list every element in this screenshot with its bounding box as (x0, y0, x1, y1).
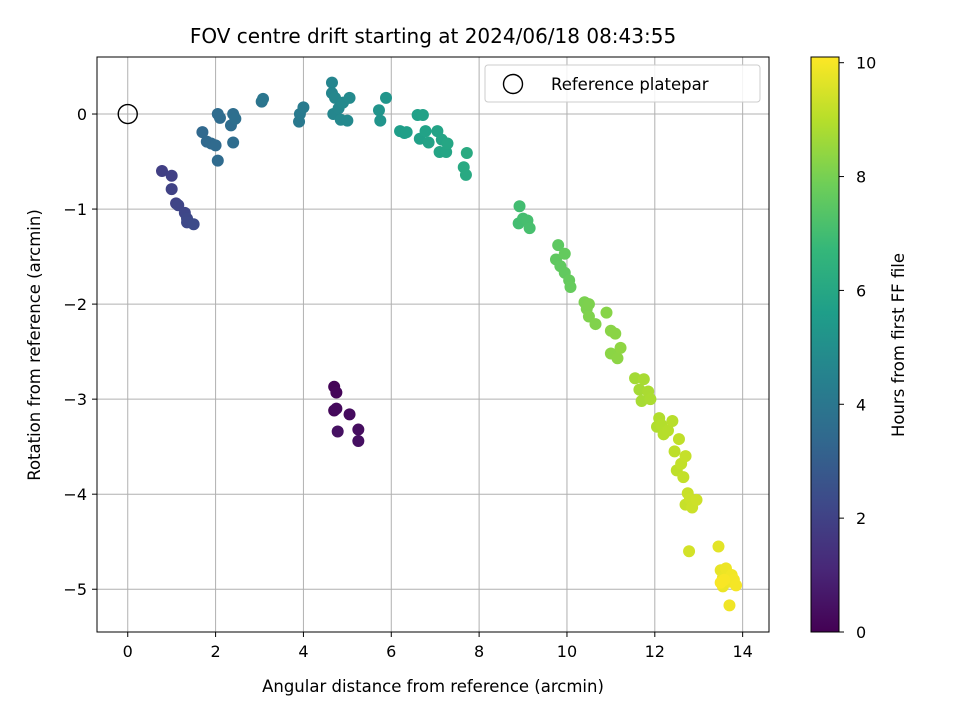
data-point (330, 402, 343, 415)
data-point (609, 327, 622, 340)
data-point (564, 281, 577, 293)
y-tick-label: −3 (63, 390, 87, 409)
data-point (679, 450, 692, 463)
data-point (297, 101, 310, 114)
data-point (460, 146, 473, 159)
data-point (325, 76, 338, 89)
y-tick-label: −1 (63, 200, 87, 219)
colorbar-ticks: 0 2 4 6 8 10 (839, 54, 876, 642)
y-tick-label: −4 (63, 485, 87, 504)
colorbar: 0 2 4 6 8 10 Hours from first FF file (810, 54, 908, 642)
colorbar-tick-label: 10 (856, 54, 876, 73)
colorbar-tick-label: 4 (856, 395, 866, 414)
data-point (209, 139, 222, 152)
colorbar-bar (810, 56, 840, 633)
plot-frame (96, 56, 770, 633)
colorbar-title: Hours from first FF file (889, 253, 908, 437)
data-point (330, 386, 343, 399)
x-tick-label: 6 (386, 642, 396, 661)
data-point (600, 306, 613, 319)
chart-title: FOV centre drift starting at 2024/06/18 … (190, 24, 676, 48)
y-tick-label: −5 (63, 580, 87, 599)
data-point (400, 126, 413, 139)
data-point (644, 393, 657, 406)
data-point (441, 137, 454, 150)
colorbar-tick-label: 8 (856, 168, 866, 187)
reference-marker (117, 103, 138, 125)
data-point (227, 136, 240, 149)
data-point (422, 136, 435, 149)
data-point (343, 91, 356, 104)
x-axis-title: Angular distance from reference (arcmin) (262, 677, 604, 696)
data-point (165, 169, 178, 182)
data-point (459, 168, 472, 181)
data-point (419, 125, 432, 138)
y-tick-label: −2 (63, 295, 87, 314)
data-point (683, 545, 696, 558)
legend-label-reference: Reference platepar (551, 75, 709, 94)
data-point (165, 183, 178, 196)
data-point (257, 92, 270, 105)
data-point (712, 540, 725, 553)
data-point (343, 408, 356, 421)
data-point (629, 372, 642, 385)
data-point (213, 111, 226, 124)
legend-box (484, 64, 761, 103)
data-point (730, 579, 743, 592)
y-axis-title: Rotation from reference (arcmin) (25, 209, 44, 481)
data-point (714, 576, 727, 589)
data-point (558, 247, 571, 260)
x-tick-label: 2 (210, 642, 220, 661)
grid-lines (97, 57, 769, 632)
data-point (372, 104, 385, 117)
data-point (614, 341, 627, 354)
data-point (668, 445, 681, 458)
axes-frame (96, 56, 770, 633)
colorbar-tick-label: 2 (856, 509, 866, 528)
x-tick-label: 0 (123, 642, 133, 661)
data-points (156, 76, 743, 612)
data-point (690, 493, 703, 506)
x-tick-label: 14 (732, 642, 752, 661)
data-point (331, 425, 344, 438)
data-point (672, 433, 685, 446)
tick-labels: 0 2 4 6 8 10 12 14 0 −1 −2 −3 −4 −5 (63, 105, 752, 661)
data-point (611, 352, 624, 365)
data-point (666, 415, 679, 428)
data-point (341, 114, 354, 127)
x-tick-label: 8 (474, 642, 484, 661)
x-tick-label: 10 (557, 642, 577, 661)
data-point (582, 298, 595, 311)
data-point (523, 222, 536, 235)
data-point (677, 471, 690, 484)
colorbar-tick-label: 6 (856, 281, 866, 300)
x-tick-label: 12 (645, 642, 665, 661)
reference-layer (117, 103, 138, 125)
data-point (661, 424, 674, 437)
data-point (352, 434, 365, 447)
data-point (552, 239, 565, 252)
data-point (229, 112, 242, 125)
data-point (196, 126, 209, 139)
y-tick-label: 0 (77, 105, 87, 124)
data-point (352, 423, 365, 436)
data-point (187, 218, 200, 231)
legend: Reference platepar (484, 64, 761, 103)
colorbar-tick-label: 0 (856, 623, 866, 642)
data-point (156, 165, 169, 178)
data-point (380, 91, 393, 104)
data-point (416, 108, 429, 121)
x-tick-label: 4 (298, 642, 308, 661)
data-point (513, 200, 526, 213)
data-point (374, 114, 387, 127)
data-point (723, 599, 736, 612)
data-point (589, 318, 602, 331)
data-point (637, 373, 650, 386)
data-point (211, 154, 224, 167)
legend-marker-reference (502, 73, 524, 95)
